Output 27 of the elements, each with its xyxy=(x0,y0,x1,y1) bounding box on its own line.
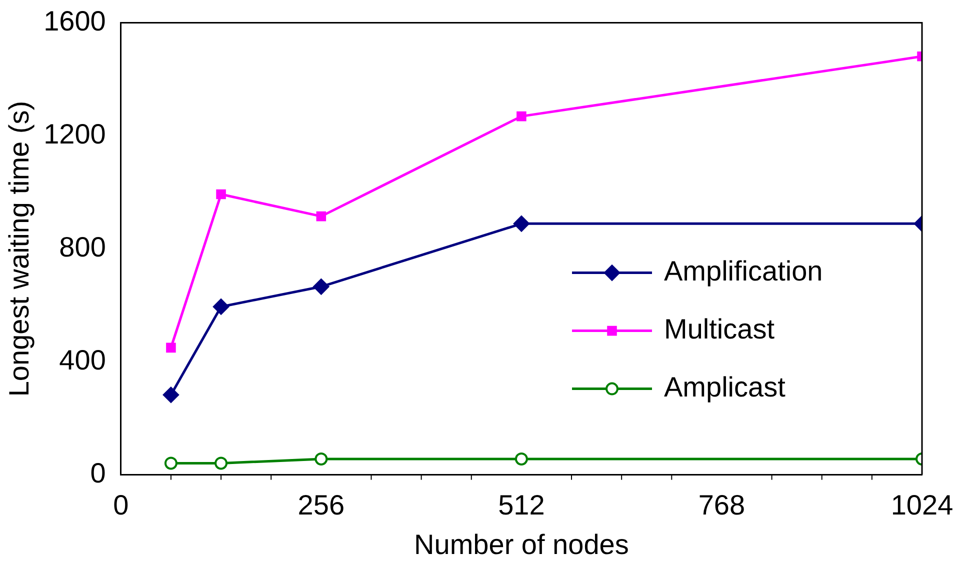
y-tick-label: 1600 xyxy=(44,6,106,37)
point xyxy=(514,452,528,466)
y-tick-label: 800 xyxy=(59,232,106,263)
x-tick-label: 768 xyxy=(698,489,746,520)
point xyxy=(314,452,328,466)
y-tick-label: 400 xyxy=(59,344,106,376)
x-tick-label: 0 xyxy=(113,489,129,520)
point xyxy=(162,386,179,403)
x-tick-label: 512 xyxy=(498,489,545,520)
point xyxy=(316,211,326,222)
point xyxy=(213,298,230,315)
y-tick-label: 0 xyxy=(90,458,106,489)
legend-label: Multicast xyxy=(664,314,775,345)
legend-label: Amplicast xyxy=(664,372,786,403)
y-tick-label: 1200 xyxy=(44,118,106,150)
x-tick-label: 1024 xyxy=(890,489,954,520)
point xyxy=(166,342,176,353)
y-axis-title: Longest waiting time (s) xyxy=(4,100,35,397)
legend-label: Amplification xyxy=(664,256,823,287)
x-tick-label: 256 xyxy=(298,489,345,520)
point xyxy=(216,189,226,200)
point xyxy=(513,216,530,232)
point xyxy=(313,278,330,295)
point xyxy=(516,111,526,122)
x-axis-title: Number of nodes xyxy=(414,528,629,560)
point xyxy=(164,456,178,470)
point xyxy=(214,456,228,470)
